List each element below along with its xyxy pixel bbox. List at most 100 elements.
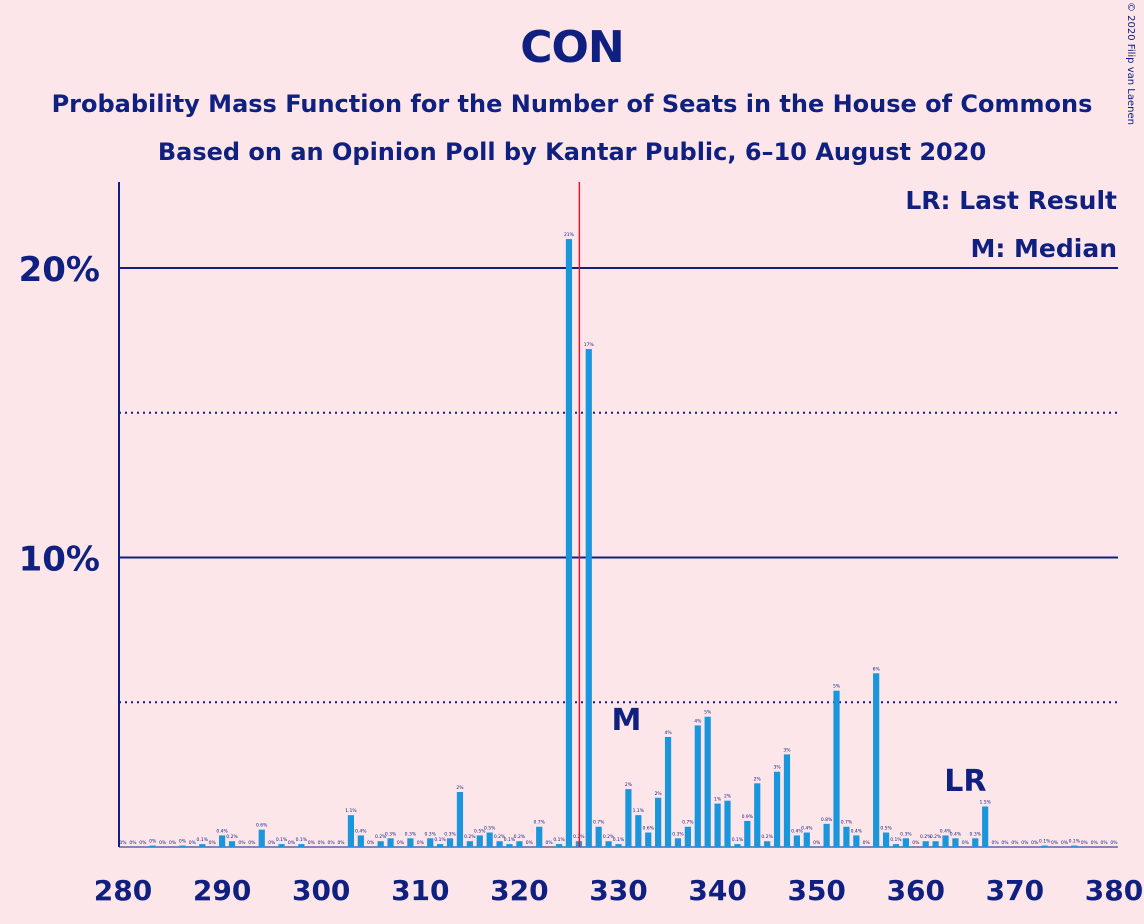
bar-seat-327: [585, 349, 592, 847]
bar-label-356: 6%: [873, 666, 881, 672]
bar-label-323: 0%: [546, 840, 554, 846]
bar-seat-354: [853, 835, 860, 847]
bar-label-362: 0.2%: [930, 834, 942, 840]
bar-label-350: 0%: [813, 840, 821, 846]
bar-label-332: 1.1%: [633, 808, 645, 814]
bar-label-346: 3%: [773, 765, 781, 771]
bar-seat-340: [714, 803, 721, 847]
bar-seat-345: [764, 841, 771, 847]
bar-label-304: 0.4%: [355, 828, 367, 834]
chart-subtitle: Probability Mass Function for the Number…: [51, 90, 1093, 118]
bar-label-329: 0.2%: [603, 834, 615, 840]
bar-label-370: 0%: [1011, 840, 1019, 846]
bar-label-360: 0%: [912, 840, 920, 846]
bar-seat-348: [793, 835, 800, 847]
bar-label-368: 0%: [992, 840, 1000, 846]
bar-label-340: 1%: [714, 797, 722, 803]
bar-label-324: 0.1%: [553, 837, 565, 843]
bar-label-291: 0.2%: [226, 834, 238, 840]
bar-seat-337: [684, 826, 691, 847]
gridlines: [119, 267, 1118, 848]
bar-seat-318: [496, 841, 503, 847]
bar-label-292: 0%: [238, 840, 246, 846]
bar-seat-324: [555, 844, 563, 847]
bar-seat-333: [645, 832, 652, 847]
x-tick-label: 280: [94, 874, 152, 907]
bar-label-309: 0.3%: [405, 831, 417, 837]
bar-seat-358: [892, 844, 900, 847]
bar-seat-347: [783, 754, 791, 847]
bar-seat-367: [982, 806, 989, 847]
bar-seat-336: [674, 838, 682, 847]
bar-seat-357: [882, 832, 890, 847]
bar-label-376: 0.1%: [1069, 839, 1081, 845]
x-tick-label: 290: [193, 874, 251, 907]
legend-last-result: LR: Last Result: [905, 186, 1117, 215]
x-tick-label: 320: [490, 874, 548, 907]
bar-label-310: 0%: [417, 840, 425, 846]
bar-seat-290: [219, 835, 226, 847]
bar-label-345: 0.2%: [761, 834, 773, 840]
bar-label-353: 0.7%: [841, 820, 853, 826]
bar-seat-352: [833, 690, 840, 847]
bar-label-320: 0.2%: [514, 834, 526, 840]
bar-seat-312: [437, 844, 444, 847]
bar-seat-322: [536, 826, 543, 847]
x-tick-label: 300: [292, 874, 350, 907]
bar-label-300: 0%: [318, 840, 326, 846]
bar-label-289: 0%: [209, 840, 217, 846]
bar-seat-286: [179, 845, 186, 847]
bar-label-375: 0%: [1061, 840, 1069, 846]
bar-label-307: 0.3%: [385, 831, 397, 837]
bar-seat-294: [258, 829, 265, 847]
bar-label-343: 0.9%: [742, 814, 754, 820]
bar-label-380: 0%: [1110, 840, 1118, 846]
x-tick-label: 360: [887, 874, 945, 907]
bar-label-354: 0.4%: [851, 828, 863, 834]
bar-label-367: 1.5%: [979, 799, 991, 805]
bar-label-374: 0%: [1051, 840, 1059, 846]
bar-label-322: 0.7%: [534, 820, 546, 826]
bar-seat-349: [803, 832, 810, 847]
bar-seat-330: [615, 844, 622, 847]
last-result-marker: LR: [944, 764, 986, 799]
bar-label-369: 0%: [1001, 840, 1009, 846]
bar-seat-344: [754, 783, 761, 847]
bar-label-348: 0.4%: [791, 828, 803, 834]
bar-seat-320: [516, 841, 523, 847]
x-tick-label: 380: [1085, 874, 1143, 907]
bar-seat-315: [466, 841, 473, 847]
bar-seat-359: [902, 838, 909, 847]
bar-series: [149, 239, 1078, 848]
bar-seat-307: [387, 838, 394, 847]
bar-seat-304: [357, 835, 364, 847]
bar-label-333: 0.6%: [643, 826, 655, 832]
bar-label-330: 0.1%: [613, 837, 625, 843]
bar-label-305: 0%: [367, 840, 375, 846]
bar-label-372: 0%: [1031, 840, 1039, 846]
bar-label-321: 0%: [526, 840, 534, 846]
bar-label-313: 0.3%: [444, 831, 456, 837]
bar-label-373: 0.1%: [1039, 839, 1051, 845]
bar-label-377: 0%: [1081, 840, 1089, 846]
bar-label-359: 0.3%: [900, 831, 912, 837]
bar-label-306: 0.2%: [375, 834, 387, 840]
bar-label-325: 21%: [564, 232, 575, 238]
bar-label-344: 2%: [754, 776, 762, 782]
bar-label-342: 0.1%: [732, 837, 744, 843]
bar-label-284: 0%: [159, 840, 167, 846]
bar-label-303: 1.1%: [345, 808, 357, 814]
bar-seat-306: [377, 841, 384, 847]
bar-seat-309: [407, 838, 414, 847]
bar-label-317: 0.5%: [484, 826, 496, 832]
bar-label-379: 0%: [1101, 840, 1109, 846]
bar-seat-353: [843, 826, 850, 847]
chart-subtitle-poll: Based on an Opinion Poll by Kantar Publi…: [157, 138, 987, 166]
bar-seat-335: [664, 736, 672, 847]
bar-label-341: 2%: [724, 794, 732, 800]
bar-label-336: 0.3%: [672, 831, 684, 837]
bar-seat-364: [952, 838, 959, 847]
bar-label-351: 0.8%: [821, 817, 833, 823]
bar-seat-362: [932, 841, 939, 847]
